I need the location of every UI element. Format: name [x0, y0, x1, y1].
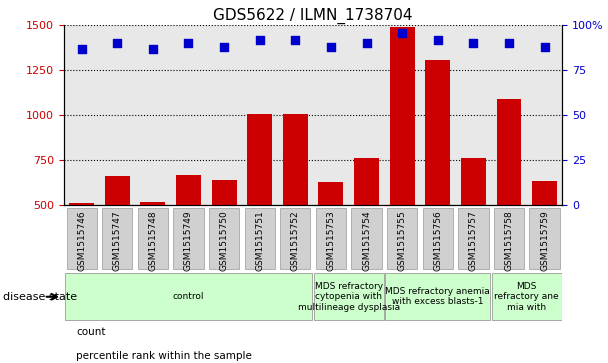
FancyBboxPatch shape: [138, 208, 168, 269]
Text: disease state: disease state: [3, 292, 77, 302]
Point: [112, 41, 122, 46]
Bar: [390, 27, 415, 295]
FancyBboxPatch shape: [494, 208, 524, 269]
Text: GSM1515750: GSM1515750: [219, 210, 229, 271]
Bar: [140, 203, 165, 295]
Text: GSM1515756: GSM1515756: [434, 210, 442, 271]
Point: [184, 41, 193, 46]
Point: [433, 37, 443, 43]
Point: [219, 44, 229, 50]
Bar: [283, 114, 308, 295]
Text: MDS refractory
cytopenia with
multilineage dysplasia: MDS refractory cytopenia with multilinea…: [298, 282, 400, 312]
Point: [504, 41, 514, 46]
Point: [77, 46, 86, 52]
Text: GSM1515752: GSM1515752: [291, 210, 300, 271]
Point: [148, 46, 157, 52]
FancyBboxPatch shape: [458, 208, 488, 269]
FancyBboxPatch shape: [209, 208, 239, 269]
Text: GSM1515759: GSM1515759: [540, 210, 549, 271]
FancyBboxPatch shape: [64, 273, 313, 320]
Point: [326, 44, 336, 50]
Text: count: count: [76, 327, 106, 337]
Text: MDS refractory anemia
with excess blasts-1: MDS refractory anemia with excess blasts…: [385, 287, 490, 306]
Bar: [319, 182, 344, 295]
Point: [362, 41, 371, 46]
Text: percentile rank within the sample: percentile rank within the sample: [76, 351, 252, 361]
FancyBboxPatch shape: [387, 208, 417, 269]
FancyBboxPatch shape: [314, 273, 384, 320]
FancyBboxPatch shape: [244, 208, 275, 269]
Bar: [354, 158, 379, 295]
Bar: [497, 99, 522, 295]
Point: [255, 37, 264, 43]
FancyBboxPatch shape: [492, 273, 562, 320]
Text: GSM1515758: GSM1515758: [505, 210, 514, 271]
Text: GSM1515748: GSM1515748: [148, 210, 157, 271]
FancyBboxPatch shape: [385, 273, 491, 320]
FancyBboxPatch shape: [316, 208, 346, 269]
Text: GSM1515757: GSM1515757: [469, 210, 478, 271]
FancyBboxPatch shape: [66, 208, 97, 269]
FancyBboxPatch shape: [351, 208, 382, 269]
Bar: [425, 60, 450, 295]
Text: GSM1515753: GSM1515753: [326, 210, 336, 271]
FancyBboxPatch shape: [173, 208, 204, 269]
Bar: [532, 181, 557, 295]
Bar: [176, 175, 201, 295]
Bar: [461, 158, 486, 295]
FancyBboxPatch shape: [102, 208, 133, 269]
FancyBboxPatch shape: [423, 208, 453, 269]
Bar: [212, 180, 237, 295]
Point: [291, 37, 300, 43]
Text: GSM1515746: GSM1515746: [77, 210, 86, 271]
FancyBboxPatch shape: [530, 208, 560, 269]
Point: [397, 30, 407, 36]
Text: control: control: [173, 292, 204, 301]
FancyBboxPatch shape: [280, 208, 311, 269]
Text: MDS
refractory ane
mia with: MDS refractory ane mia with: [494, 282, 559, 312]
Bar: [69, 203, 94, 295]
Text: GSM1515747: GSM1515747: [112, 210, 122, 271]
Title: GDS5622 / ILMN_1738704: GDS5622 / ILMN_1738704: [213, 8, 413, 24]
Point: [469, 41, 478, 46]
Text: GSM1515754: GSM1515754: [362, 210, 371, 271]
Text: GSM1515751: GSM1515751: [255, 210, 264, 271]
Point: [540, 44, 550, 50]
Bar: [247, 114, 272, 295]
Text: GSM1515749: GSM1515749: [184, 210, 193, 271]
Text: GSM1515755: GSM1515755: [398, 210, 407, 271]
Bar: [105, 176, 130, 295]
